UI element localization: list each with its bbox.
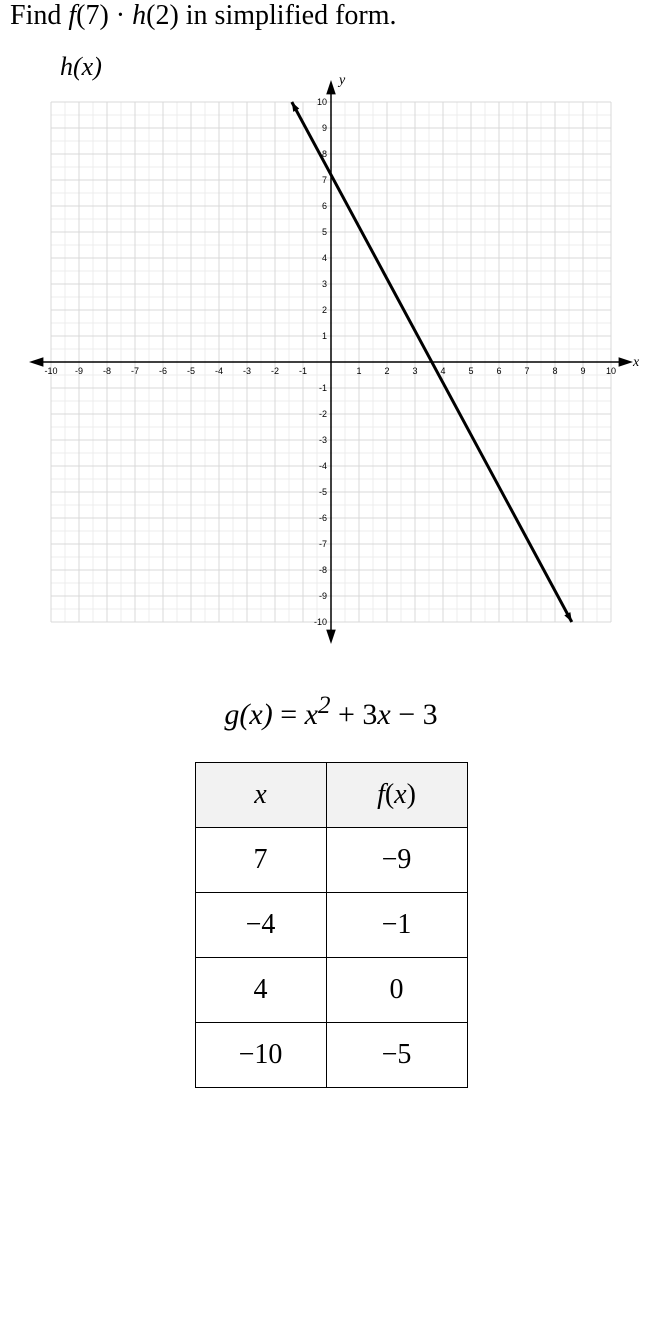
table-cell: −9: [326, 828, 467, 893]
table-container: x f(x) 7−9−4−140−10−5: [10, 762, 652, 1088]
svg-text:8: 8: [552, 366, 557, 376]
table-header-x: x: [195, 763, 326, 828]
page: Find f(7) · h(2) in simplified form. h(x…: [0, 0, 662, 1118]
svg-text:-10: -10: [314, 617, 327, 627]
svg-text:1: 1: [356, 366, 361, 376]
svg-text:-4: -4: [215, 366, 223, 376]
svg-text:5: 5: [468, 366, 473, 376]
table-header-row: x f(x): [195, 763, 467, 828]
svg-text:9: 9: [322, 123, 327, 133]
svg-text:-9: -9: [319, 591, 327, 601]
svg-text:2: 2: [322, 305, 327, 315]
svg-text:4: 4: [322, 253, 327, 263]
gx-formula: g(x) = x2 + 3x − 3: [10, 692, 652, 732]
hx-graph: -10 -9 -8 -7 -6 -5 -4 -3 -2 -1 1 2 3 4 5 6 7 8 9 10 -10 -9 -8 -…: [21, 72, 641, 652]
table-cell: −4: [195, 893, 326, 958]
table-row: 40: [195, 958, 467, 1023]
svg-text:-6: -6: [319, 513, 327, 523]
table-header-fx: f(x): [326, 763, 467, 828]
table-cell: −10: [195, 1023, 326, 1088]
svg-text:-3: -3: [319, 435, 327, 445]
table-cell: −5: [326, 1023, 467, 1088]
svg-text:-5: -5: [319, 487, 327, 497]
svg-text:3: 3: [322, 279, 327, 289]
svg-text:-8: -8: [103, 366, 111, 376]
svg-text:10: 10: [606, 366, 616, 376]
svg-text:-2: -2: [271, 366, 279, 376]
table-cell: 0: [326, 958, 467, 1023]
svg-text:-3: -3: [243, 366, 251, 376]
svg-text:4: 4: [440, 366, 445, 376]
svg-text:10: 10: [317, 97, 327, 107]
svg-text:1: 1: [322, 331, 327, 341]
svg-text:x: x: [632, 355, 640, 370]
svg-text:y: y: [337, 73, 346, 88]
svg-text:-2: -2: [319, 409, 327, 419]
svg-text:-6: -6: [159, 366, 167, 376]
svg-text:-5: -5: [187, 366, 195, 376]
svg-text:-10: -10: [44, 366, 57, 376]
svg-text:3: 3: [412, 366, 417, 376]
svg-text:5: 5: [322, 227, 327, 237]
table-row: −4−1: [195, 893, 467, 958]
question-prompt: Find f(7) · h(2) in simplified form.: [10, 0, 652, 32]
svg-text:-9: -9: [75, 366, 83, 376]
svg-text:-7: -7: [131, 366, 139, 376]
graph-container: -10 -9 -8 -7 -6 -5 -4 -3 -2 -1 1 2 3 4 5 6 7 8 9 10 -10 -9 -8 -…: [10, 72, 652, 652]
svg-text:7: 7: [524, 366, 529, 376]
svg-text:-1: -1: [299, 366, 307, 376]
svg-text:7: 7: [322, 175, 327, 185]
table-cell: 4: [195, 958, 326, 1023]
svg-text:6: 6: [496, 366, 501, 376]
svg-text:6: 6: [322, 201, 327, 211]
svg-text:-4: -4: [319, 461, 327, 471]
table-cell: 7: [195, 828, 326, 893]
table-cell: −1: [326, 893, 467, 958]
svg-text:-7: -7: [319, 539, 327, 549]
table-row: −10−5: [195, 1023, 467, 1088]
svg-text:-1: -1: [319, 383, 327, 393]
svg-text:2: 2: [384, 366, 389, 376]
table-row: 7−9: [195, 828, 467, 893]
svg-text:9: 9: [580, 366, 585, 376]
fx-table: x f(x) 7−9−4−140−10−5: [195, 762, 468, 1088]
svg-text:-8: -8: [319, 565, 327, 575]
